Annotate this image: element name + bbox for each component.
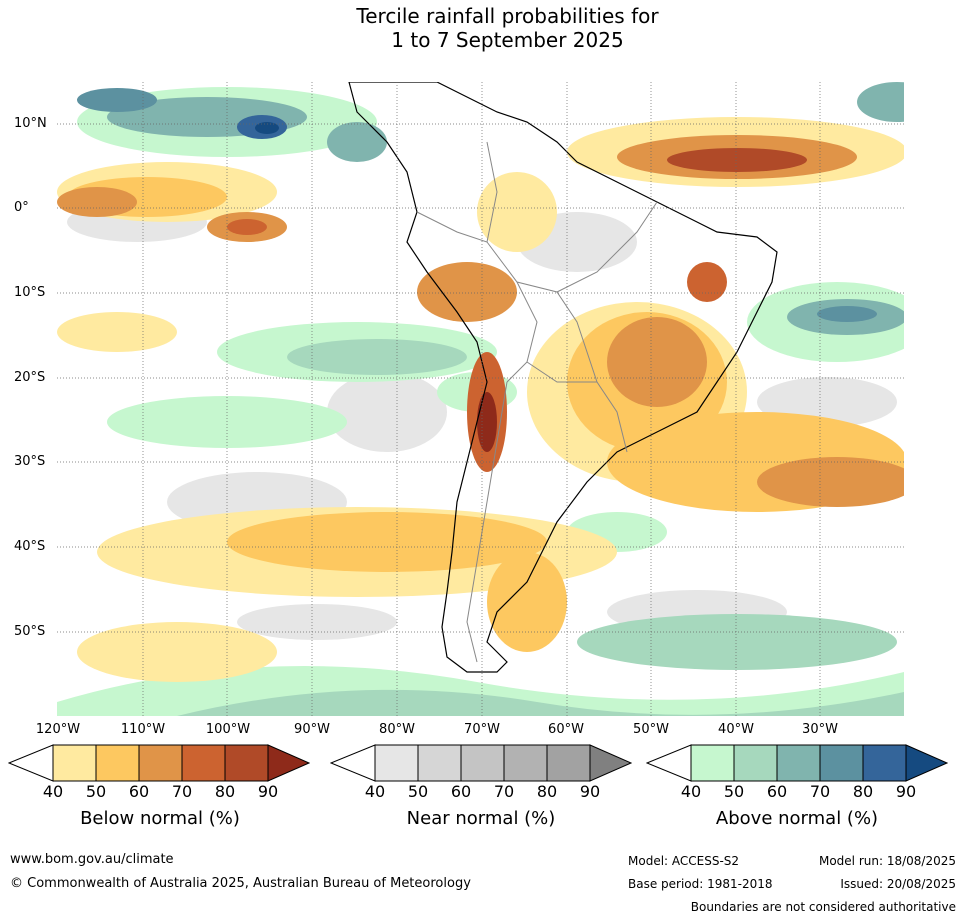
cbar-above-tick: 60 [766,782,788,801]
cbar-above-tick: 50 [723,782,745,801]
rainfall-probability-map [57,82,904,716]
cbar-below-tick: 80 [214,782,236,801]
colorbar-cell [138,744,183,782]
cbar-below-cells [52,744,310,782]
footer-model-run: Model run: 18/08/2025 [818,854,956,868]
colorbar-cell [589,744,632,782]
colorbar-cell [95,744,140,782]
colorbar-cell [776,744,821,782]
lon-tick-60w: 60°W [548,722,584,737]
colorbar-cell [417,744,462,782]
lon-tick-80w: 80°W [379,722,415,737]
cbar-min-arrow [330,744,376,782]
cbar-near-tick: 40 [364,782,386,801]
footer-disclaimer: Boundaries are not considered authoritat… [690,900,956,914]
cbar-above-label: Above normal (%) [715,808,879,829]
lon-tick-30w: 30°W [802,722,838,737]
lat-tick-0: 0° [14,200,29,215]
colorbar-cell [181,744,226,782]
colorbar-cell [546,744,591,782]
colorbar-cell [733,744,778,782]
footer-copyright: © Commonwealth of Australia 2025, Austra… [10,876,471,891]
lon-tick-90w: 90°W [294,722,330,737]
cbar-below-tick: 90 [257,782,279,801]
cbar-near-tick: 50 [407,782,429,801]
lat-tick-10n: 10°N [14,116,47,131]
cbar-min-arrow [646,744,692,782]
lon-tick-40w: 40°W [718,722,754,737]
cbar-near-tick: 80 [536,782,558,801]
footer-base-period: Base period: 1981-2018 [628,877,773,891]
cbar-min-arrow [8,744,54,782]
colorbar-cell [690,744,735,782]
footer-issued: Issued: 20/08/2025 [840,877,956,891]
colorbar-cell [503,744,548,782]
map-canvas [57,82,904,716]
footer-model: Model: ACCESS-S2 [628,854,740,868]
colorbar-cell [224,744,269,782]
map-title: Tercile rainfall probabilities for 1 to … [0,4,965,52]
colorbar-cell [905,744,948,782]
lat-tick-30s: 30°S [14,454,46,469]
cbar-near-tick: 70 [493,782,515,801]
cbar-near-tick: 60 [450,782,472,801]
title-line-1: Tercile rainfall probabilities for [356,4,659,28]
lon-tick-100w: 100°W [205,722,251,737]
lon-tick-110w: 110°W [120,722,166,737]
cbar-above-tick: 80 [852,782,874,801]
colorbar-cell [52,744,97,782]
cbar-above-tick: 90 [895,782,917,801]
footer-website[interactable]: www.bom.gov.au/climate [10,852,174,867]
cbar-below-tick: 50 [85,782,107,801]
colorbar-cell [374,744,419,782]
colorbar-cell [862,744,907,782]
colorbar-cell [267,744,310,782]
colorbar-cell [819,744,864,782]
lat-tick-50s: 50°S [14,624,46,639]
cbar-below-tick: 40 [42,782,64,801]
lon-tick-50w: 50°W [633,722,669,737]
probability-fields [57,82,904,716]
colorbar-cell [460,744,505,782]
cbar-below-tick: 70 [171,782,193,801]
cbar-below-tick: 60 [128,782,150,801]
cbar-near-label: Near normal (%) [406,808,556,829]
lat-tick-40s: 40°S [14,539,46,554]
colorbar-above-normal [646,744,948,782]
cbar-above-tick: 70 [809,782,831,801]
gridlines [57,82,904,716]
cbar-above-cells [690,744,948,782]
title-line-2: 1 to 7 September 2025 [391,28,624,52]
lon-tick-120w: 120°W [35,722,81,737]
cbar-below-label: Below normal (%) [80,808,240,829]
country-boundaries [416,141,658,663]
cbar-near-tick: 90 [579,782,601,801]
cbar-above-tick: 40 [680,782,702,801]
lon-tick-70w: 70°W [464,722,500,737]
coastline [348,82,778,673]
lat-tick-10s: 10°S [14,285,46,300]
lat-tick-20s: 20°S [14,370,46,385]
colorbar-below-normal [8,744,310,782]
colorbar-near-normal [330,744,632,782]
cbar-near-cells [374,744,632,782]
